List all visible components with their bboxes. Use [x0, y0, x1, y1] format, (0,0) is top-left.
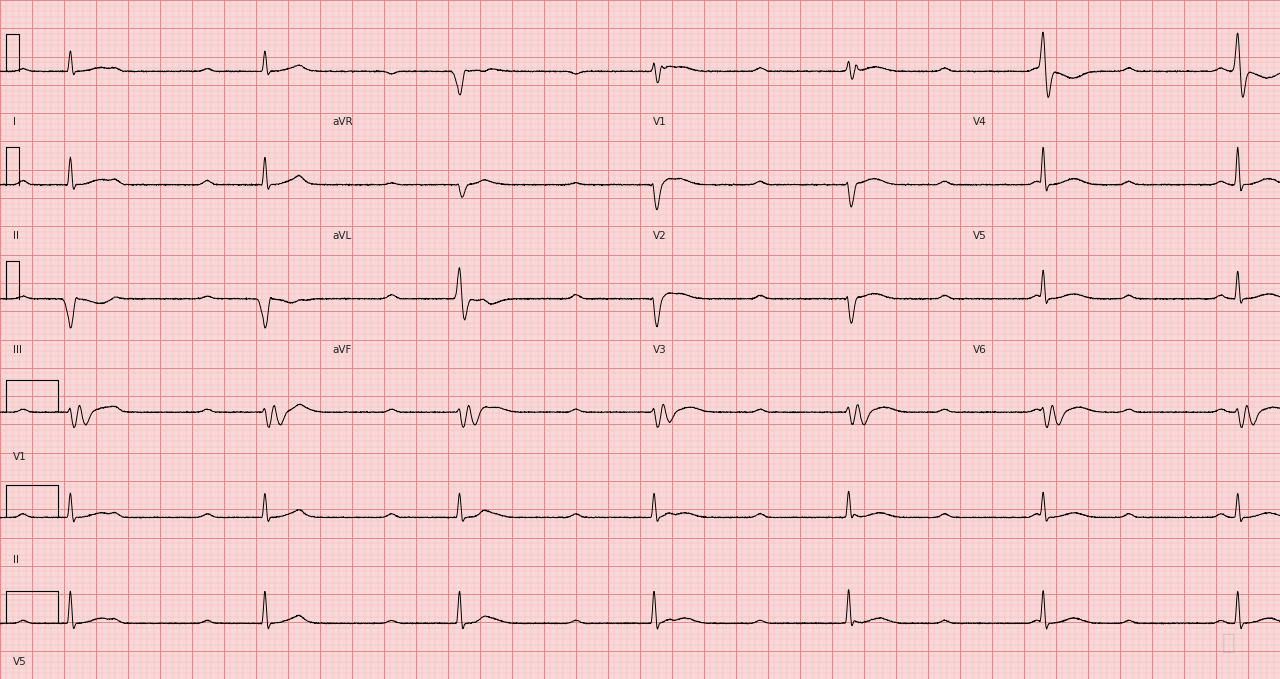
Text: V6: V6 [973, 345, 987, 355]
Text: III: III [13, 345, 22, 355]
Text: V5: V5 [13, 657, 27, 667]
Text: V2: V2 [653, 231, 667, 241]
Text: V4: V4 [973, 117, 987, 128]
Text: I: I [13, 117, 15, 128]
Text: aVF: aVF [333, 345, 352, 355]
Text: II: II [13, 231, 19, 241]
Text: II: II [13, 555, 19, 565]
Text: aVR: aVR [333, 117, 353, 128]
Text: V3: V3 [653, 345, 667, 355]
Text: aVL: aVL [333, 231, 352, 241]
Text: V1: V1 [653, 117, 667, 128]
Text: V1: V1 [13, 452, 27, 462]
Text: 🐂: 🐂 [1222, 634, 1235, 653]
Text: V5: V5 [973, 231, 987, 241]
